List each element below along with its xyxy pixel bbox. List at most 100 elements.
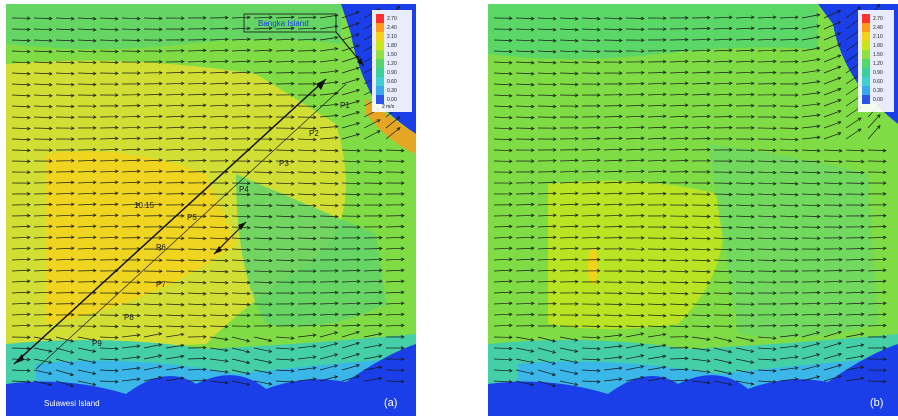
vector-arrowhead [312,82,317,86]
vector-arrow [275,204,295,207]
vector-arrowhead [772,336,777,340]
vector-arrowhead [816,375,821,379]
vector-arrowhead [26,213,31,218]
vector-arrow [801,376,820,382]
vector-arrowhead [837,10,842,14]
vector-arrowhead [114,324,119,329]
vector-arrow [187,303,207,306]
vector-arrowhead [794,203,799,208]
vector-arrowhead [684,158,689,163]
vector-arrow [757,193,777,196]
vector-arrow [647,259,667,261]
vector-arrow [319,331,338,338]
vector-arrowhead [158,191,163,196]
vector-arrowhead [114,27,119,32]
vector-arrow [603,303,623,305]
vector-arrow [341,313,361,316]
vector-arrowhead [574,126,579,130]
vector-arrow [537,336,556,342]
vector-arrow [275,358,295,361]
vector-arrowhead [574,202,579,207]
vector-arrow [11,226,31,228]
vector-arrow [801,58,820,63]
vector-arrow [493,280,513,283]
vector-arrowhead [662,258,667,263]
legend-swatch [376,14,384,23]
vector-arrowhead [530,338,535,342]
vector-arrowhead [246,371,251,376]
vector-arrowhead [92,360,97,364]
vector-arrowhead [662,313,667,318]
vector-arrowhead [70,246,75,251]
vector-arrow [713,358,732,364]
vector-arrow [735,16,755,19]
vector-arrowhead [837,87,842,92]
vector-arrowhead [530,159,535,163]
vector-arrowhead [618,366,623,370]
vector-arrow [275,336,295,339]
vector-arrowhead [662,214,667,218]
vector-arrow [779,27,799,30]
vector-arrow [99,181,119,184]
vector-arrow [801,92,820,96]
vector-arrowhead [290,37,295,42]
vector-arrowhead [706,114,711,119]
vector-arrowhead [334,124,339,129]
vector-arrow [713,259,733,262]
vector-arrowhead [684,48,689,53]
vector-arrow [559,39,579,42]
vector-arrow [99,214,119,217]
vector-arrowhead [596,224,601,229]
vector-arrowhead [706,324,711,329]
vector-arrow [735,226,755,229]
legend-swatch [862,23,870,32]
vector-arrowhead [838,214,843,219]
map-panel-b: (b) 2.70 2.40 2.10 1.80 1.50 1.20 0.90 0.60 0.30… [488,4,898,416]
vector-arrowhead [92,158,97,163]
vector-arrowhead [706,181,711,185]
vector-arrowhead [400,148,405,153]
vector-arrow [385,280,405,283]
vector-arrowhead [684,59,689,64]
vector-arrow [559,358,578,364]
vector-arrowhead [596,268,601,273]
vector-arrow [275,16,295,19]
vector-arrow [165,182,185,184]
vector-arrowhead [794,159,799,164]
vector-arrowhead [816,203,821,208]
vector-arrowhead [48,301,53,306]
vector-arrowhead [26,312,31,317]
vector-arrowhead [114,71,119,76]
vector-arrowhead [48,49,53,54]
vector-arrowhead [180,92,185,97]
vector-arrowhead [312,70,317,75]
vector-arrowhead [552,27,557,32]
vector-arrowhead [180,169,185,174]
vector-arrowhead [662,202,667,207]
vector-arrow [691,369,710,373]
vector-arrow [231,237,251,240]
point-label-p9: P9 [92,339,102,348]
vector-arrowhead [728,136,733,141]
vector-arrow [341,78,360,85]
vector-arrow [275,380,295,383]
vector-arrowhead [728,338,733,343]
vector-arrow [647,366,666,371]
vector-arrow [341,324,361,327]
vector-arrowhead [69,383,75,388]
vector-arrowhead [574,338,579,342]
vector-arrowhead [508,290,513,295]
vector-arrowhead [530,349,535,353]
vector-arrowhead [136,169,141,174]
vector-arrowhead [508,71,513,76]
vector-arrow [143,314,163,317]
vector-arrow [55,336,74,342]
vector-arrowhead [684,70,689,75]
vector-arrow [515,127,535,129]
vector-arrow [691,237,711,240]
vector-arrow [559,347,578,352]
vector-arrowhead [728,203,733,208]
vector-arrowhead [246,258,251,263]
vector-arrowhead [400,192,405,196]
vector-arrow [187,292,207,295]
